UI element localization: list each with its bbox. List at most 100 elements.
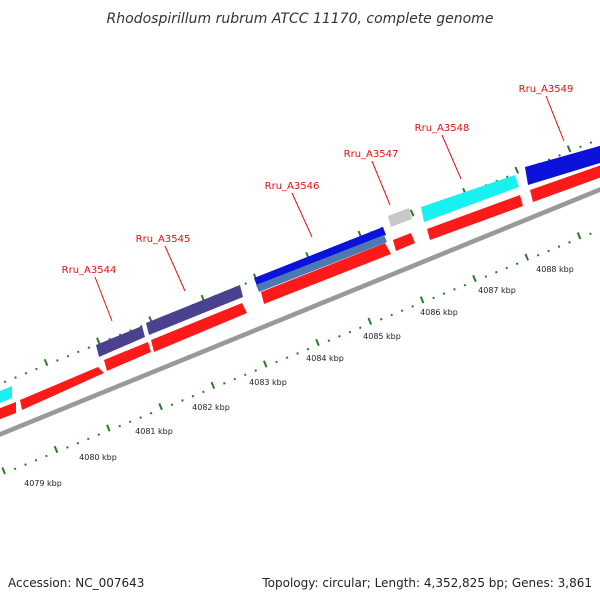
- minor-tick: [589, 232, 592, 236]
- kbp-label: 4083 kbp: [249, 378, 287, 387]
- genome-title: Rhodospirillum rubrum ATCC 11170, comple…: [107, 11, 494, 27]
- minor-tick: [170, 403, 174, 407]
- kbp-label: 4081 kbp: [135, 427, 173, 436]
- topology-summary: Topology: circular; Length: 4,352,825 bp…: [261, 576, 592, 590]
- minor-tick: [202, 390, 205, 394]
- gene-feature-red-3545[interactable]: [151, 303, 247, 352]
- minor-tick: [432, 296, 435, 300]
- minor-tick: [128, 420, 132, 424]
- gene-feature-red-left-2[interactable]: [20, 367, 104, 410]
- accession-label: Accession: NC_007643: [8, 576, 144, 590]
- minor-tick: [411, 305, 414, 308]
- kbp-label: 4088 kbp: [536, 265, 574, 274]
- gene-feature-rru-a3548[interactable]: [421, 175, 519, 222]
- minor-tick: [589, 141, 593, 144]
- major-tick: [514, 166, 520, 174]
- minor-tick: [557, 245, 561, 248]
- gene-feature-cyan-left[interactable]: [0, 386, 12, 405]
- gene-feature-red-3544[interactable]: [104, 342, 151, 371]
- major-tick: [472, 274, 477, 283]
- minor-tick: [13, 467, 17, 471]
- major-tick: [158, 403, 163, 411]
- minor-tick: [338, 335, 341, 338]
- minor-tick: [390, 313, 394, 317]
- minor-tick: [453, 288, 456, 291]
- backbone-line: [0, 187, 600, 437]
- gene-feature-rru-a3544[interactable]: [96, 326, 145, 357]
- minor-tick: [24, 371, 28, 375]
- minor-tick: [285, 356, 289, 360]
- callout-line-3547: [371, 160, 391, 206]
- minor-tick: [558, 154, 561, 157]
- minor-tick: [568, 241, 571, 244]
- minor-tick: [515, 262, 519, 266]
- kbp-label: 4080 kbp: [79, 453, 117, 462]
- minor-tick: [14, 376, 17, 379]
- minor-tick: [87, 346, 91, 349]
- gene-label-rru-a3548[interactable]: Rru_A3548: [415, 123, 470, 134]
- kbp-label: 4087 kbp: [478, 286, 516, 295]
- minor-tick: [306, 347, 310, 351]
- minor-tick: [66, 446, 69, 449]
- minor-tick: [494, 270, 498, 274]
- gene-callouts: [94, 95, 565, 322]
- minor-tick: [181, 399, 184, 402]
- kbp-label: 4079 kbp: [24, 479, 62, 488]
- major-tick: [262, 360, 268, 368]
- inner-tick-track: [1, 232, 592, 475]
- minor-tick: [139, 416, 142, 419]
- gene-label-rru-a3545[interactable]: Rru_A3545: [136, 234, 191, 245]
- minor-tick: [86, 437, 90, 441]
- minor-tick: [379, 317, 383, 321]
- gene-label-rru-a3547[interactable]: Rru_A3547: [344, 149, 399, 160]
- minor-tick: [76, 350, 80, 354]
- major-tick: [1, 467, 6, 475]
- minor-tick: [243, 373, 247, 377]
- gene-feature-red-3549[interactable]: [530, 162, 600, 202]
- minor-tick: [254, 369, 258, 372]
- gene-feature-rru-a3546[interactable]: [254, 227, 386, 286]
- gene-feature-red-3548[interactable]: [427, 195, 523, 240]
- gene-feature-rru-a3546-steel[interactable]: [256, 235, 387, 292]
- minor-tick: [275, 360, 278, 364]
- minor-tick: [45, 454, 48, 458]
- minor-tick: [463, 283, 467, 287]
- minor-tick: [34, 458, 38, 462]
- gene-feature-rru-a3549[interactable]: [525, 143, 600, 185]
- gene-feature-rru-a3545[interactable]: [146, 285, 243, 335]
- minor-tick: [56, 359, 59, 362]
- major-tick: [419, 296, 425, 304]
- major-tick: [43, 358, 49, 366]
- callout-line-3544: [94, 276, 113, 322]
- minor-tick: [579, 145, 582, 149]
- minor-tick: [505, 175, 509, 179]
- gene-feature-red-3546[interactable]: [261, 243, 391, 304]
- gene-features: [0, 143, 600, 421]
- major-tick: [106, 424, 111, 432]
- kbp-label: 4086 kbp: [420, 308, 458, 317]
- minor-tick: [222, 382, 226, 385]
- minor-tick: [24, 463, 27, 466]
- minor-tick: [76, 441, 80, 445]
- gene-label-rru-a3549[interactable]: Rru_A3549: [519, 84, 574, 95]
- major-tick: [566, 145, 572, 153]
- kbp-label: 4082 kbp: [192, 403, 230, 412]
- gene-feature-red-left-1[interactable]: [0, 402, 16, 421]
- minor-tick: [358, 326, 362, 330]
- minor-tick: [327, 339, 331, 342]
- minor-tick: [547, 249, 550, 253]
- minor-tick: [442, 292, 446, 295]
- major-tick: [409, 209, 415, 217]
- minor-tick: [118, 424, 122, 428]
- major-tick: [210, 381, 216, 389]
- gene-feature-rru-a3547[interactable]: [388, 208, 412, 227]
- minor-tick: [536, 253, 540, 257]
- minor-tick: [66, 354, 70, 358]
- gene-label-rru-a3544[interactable]: Rru_A3544: [62, 265, 117, 276]
- gene-label-rru-a3546[interactable]: Rru_A3546: [265, 181, 320, 192]
- gene-feature-red-3547[interactable]: [393, 233, 415, 251]
- minor-tick: [296, 352, 299, 355]
- minor-tick: [348, 330, 352, 334]
